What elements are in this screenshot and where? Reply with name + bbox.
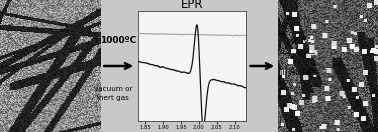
Text: R: R (301, 36, 307, 45)
Text: ii) Au-NPs: ii) Au-NPs (280, 68, 318, 77)
Text: i): i) (280, 31, 286, 40)
Text: 1000ºC: 1000ºC (100, 36, 136, 45)
Text: vacuum or
inert gas: vacuum or inert gas (94, 86, 133, 101)
Title: EPR: EPR (181, 0, 203, 11)
